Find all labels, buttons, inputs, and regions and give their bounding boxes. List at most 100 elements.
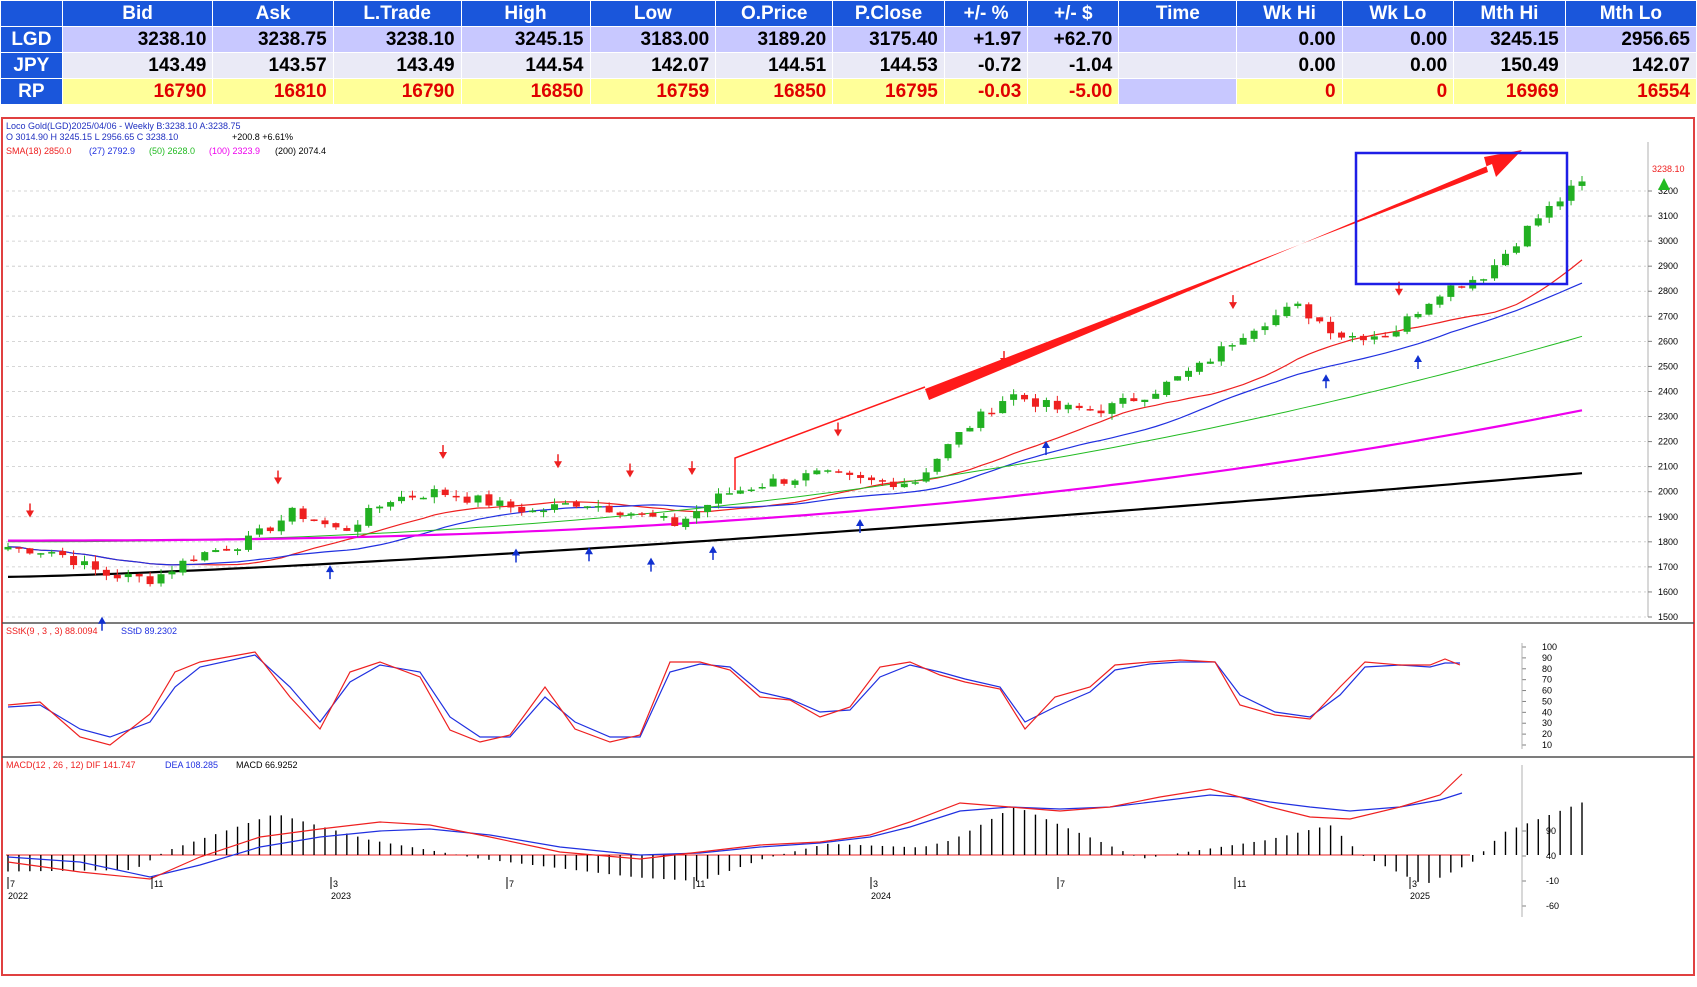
candle-up xyxy=(1447,285,1455,297)
quote-cell xyxy=(1118,26,1238,53)
up-arrow-head xyxy=(1042,441,1050,449)
axis-layer: 3200310030002900280027002600250024002300… xyxy=(7,186,1678,901)
down-arrow-icon xyxy=(688,461,696,476)
quote-cell: 16790 xyxy=(332,78,462,105)
candle-up xyxy=(725,493,733,495)
candle-up xyxy=(1403,316,1411,332)
candle-down xyxy=(878,480,886,482)
candle-up xyxy=(1512,246,1520,253)
candle-down xyxy=(835,471,843,473)
column-header[interactable]: +/- % xyxy=(943,0,1029,27)
quote-row-label[interactable]: LGD xyxy=(0,26,63,53)
candle-down xyxy=(1130,398,1138,402)
x-tick-label: 3 xyxy=(873,879,878,889)
candle-down xyxy=(507,501,515,508)
header-corner xyxy=(0,0,63,27)
quote-cell xyxy=(1118,78,1238,105)
candle-down xyxy=(321,520,329,525)
column-header[interactable]: Time xyxy=(1118,0,1238,27)
candle-up xyxy=(802,473,810,481)
quote-cell: 143.57 xyxy=(212,52,334,79)
quote-cell: 16969 xyxy=(1453,78,1566,105)
candle-down xyxy=(1316,317,1324,322)
candle-down xyxy=(299,508,307,520)
column-header[interactable]: O.Price xyxy=(715,0,834,27)
up-arrow-icon xyxy=(512,548,520,563)
candle-up xyxy=(1370,336,1378,340)
candle-down xyxy=(485,494,493,506)
macd-tick-label: -60 xyxy=(1546,901,1559,911)
column-header[interactable]: Mth Hi xyxy=(1453,0,1566,27)
down-arrow-icon xyxy=(274,470,282,485)
price-tick-label: 2500 xyxy=(1658,361,1678,371)
candle-up xyxy=(824,470,832,472)
candle-up xyxy=(157,574,165,584)
column-header[interactable]: Wk Lo xyxy=(1341,0,1455,27)
quote-cell: 0.00 xyxy=(1236,52,1343,79)
stoch-tick-label: 40 xyxy=(1542,707,1552,717)
candle-up xyxy=(1425,303,1433,315)
chart-area[interactable]: 100 90 80 70 60 50 40 30 20 10 90 40 -10 -60 3200 310… xyxy=(0,117,1697,982)
candle-down xyxy=(15,547,23,549)
candle-up xyxy=(354,524,362,532)
candle-up xyxy=(1206,361,1214,364)
chart-frame xyxy=(1,117,1695,976)
column-header[interactable]: Low xyxy=(589,0,717,27)
macd-tick-label: 40 xyxy=(1546,851,1556,861)
column-header[interactable]: P.Close xyxy=(832,0,945,27)
stoch-d-line xyxy=(7,654,1460,738)
quote-cell: +62.70 xyxy=(1027,26,1120,53)
candle-up xyxy=(1042,400,1050,407)
quote-cell: -5.00 xyxy=(1027,78,1120,105)
candle-down xyxy=(1053,400,1061,410)
x-tick-label: 3 xyxy=(1412,879,1417,889)
quote-cell: -0.03 xyxy=(943,78,1029,105)
candle-up xyxy=(244,535,252,550)
candle-up xyxy=(430,489,438,498)
quote-row-rp[interactable]: RP 16790 16810 16790 16850 16759 16850 16795 -0.… xyxy=(0,78,1697,105)
column-header[interactable]: Mth Lo xyxy=(1564,0,1697,27)
up-arrow-icon xyxy=(709,545,717,560)
stoch-tick-label: 30 xyxy=(1542,718,1552,728)
highlight-box xyxy=(1354,151,1569,286)
candle-up xyxy=(551,504,559,510)
down-arrow-icon xyxy=(834,422,842,437)
x-year-label: 2022 xyxy=(8,891,28,901)
column-header[interactable]: Ask xyxy=(212,0,334,27)
candle-up xyxy=(1152,393,1160,399)
candle-up xyxy=(81,561,89,566)
up-arrow-icon xyxy=(326,565,334,580)
up-arrow-head xyxy=(512,548,520,556)
column-header[interactable]: Bid xyxy=(61,0,214,27)
candle-up xyxy=(1294,303,1302,307)
candle-up xyxy=(922,472,930,482)
x-year-label: 2024 xyxy=(871,891,891,901)
macd-dif-line xyxy=(7,773,1463,880)
quote-row-lgd[interactable]: LGD 3238.10 3238.75 3238.10 3245.15 3183.00 31… xyxy=(0,26,1697,53)
candle-up xyxy=(124,573,132,578)
quote-cell: 143.49 xyxy=(61,52,214,79)
candle-up xyxy=(747,489,755,492)
quote-header-row: Bid Ask L.Trade High Low O.Price P.Close… xyxy=(0,0,1697,27)
quote-row-label[interactable]: JPY xyxy=(0,52,63,79)
quote-cell: 16790 xyxy=(61,78,214,105)
column-header[interactable]: High xyxy=(460,0,591,27)
candle-up xyxy=(277,520,285,532)
quote-row-jpy[interactable]: JPY 143.49 143.57 143.49 144.54 142.07 144.51 1… xyxy=(0,52,1697,79)
quote-row-label[interactable]: RP xyxy=(0,78,63,105)
sma18-label: SMA(18) 2850.0 xyxy=(6,146,72,156)
candle-up xyxy=(1272,315,1280,326)
price-tick-label: 1800 xyxy=(1658,537,1678,547)
quote-cell: 0 xyxy=(1236,78,1343,105)
down-arrow-head xyxy=(439,452,447,460)
column-header[interactable]: L.Trade xyxy=(332,0,462,27)
candle-down xyxy=(1097,410,1105,414)
down-arrow-icon xyxy=(1229,295,1237,310)
down-arrow-head xyxy=(626,470,634,478)
candle-down xyxy=(310,519,318,522)
column-header[interactable]: Wk Hi xyxy=(1236,0,1343,27)
column-header[interactable]: +/- $ xyxy=(1027,0,1120,27)
candle-down xyxy=(868,477,876,481)
